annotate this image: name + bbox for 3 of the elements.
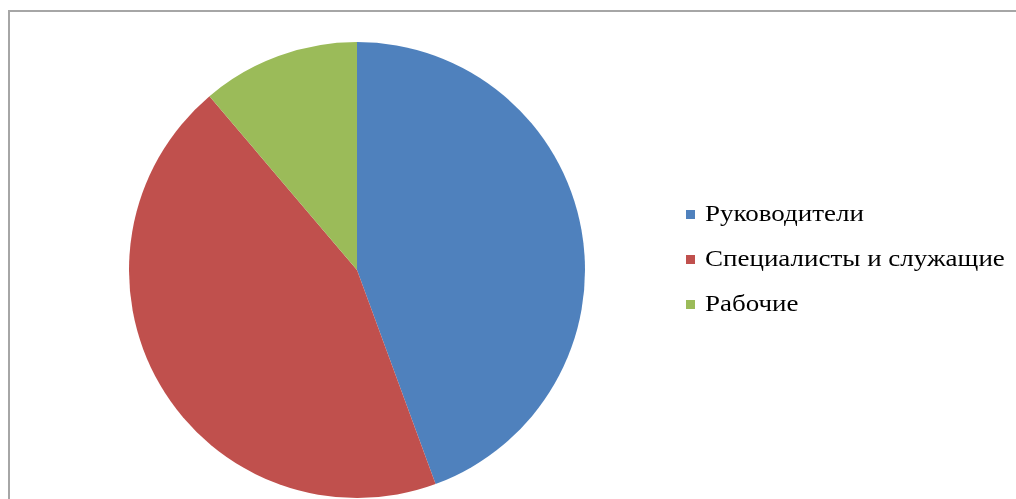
legend-label: Рабочие	[705, 291, 799, 317]
legend-label: Руководители	[705, 201, 864, 227]
legend-label: Специалисты и служащие	[705, 246, 1005, 272]
